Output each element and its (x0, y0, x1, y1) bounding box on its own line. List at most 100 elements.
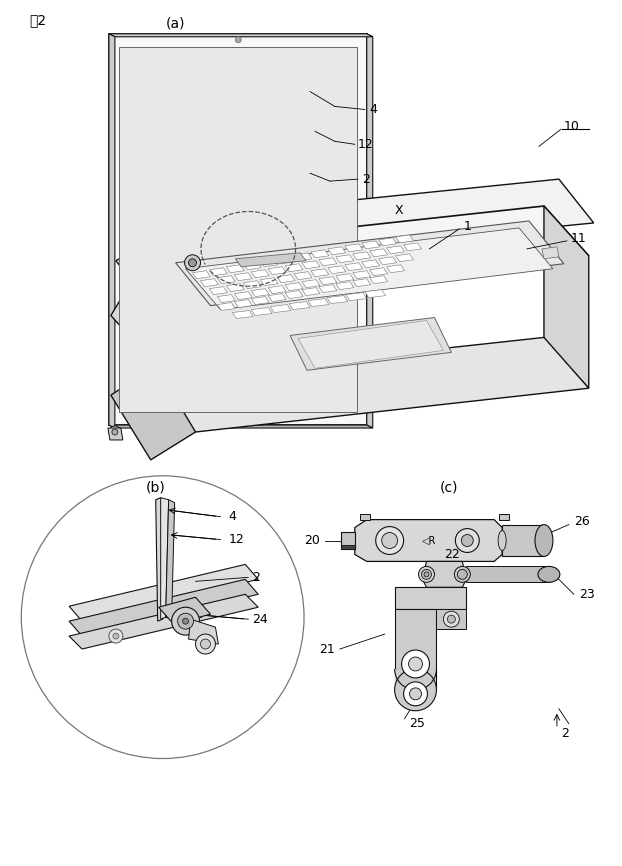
Polygon shape (210, 287, 228, 294)
Polygon shape (109, 34, 373, 36)
Ellipse shape (422, 569, 432, 579)
Circle shape (382, 533, 397, 548)
Polygon shape (251, 269, 269, 278)
Polygon shape (294, 253, 312, 261)
Polygon shape (226, 265, 244, 273)
Polygon shape (109, 425, 373, 428)
Polygon shape (499, 514, 509, 520)
Polygon shape (234, 292, 253, 300)
Polygon shape (394, 669, 437, 690)
Polygon shape (270, 305, 291, 313)
Polygon shape (502, 525, 544, 557)
Polygon shape (466, 566, 549, 582)
Circle shape (200, 639, 210, 649)
Polygon shape (355, 520, 502, 561)
Circle shape (455, 528, 479, 553)
Polygon shape (268, 267, 286, 275)
Circle shape (402, 650, 429, 678)
Polygon shape (379, 238, 397, 246)
Polygon shape (396, 254, 414, 262)
Text: 4: 4 (228, 510, 236, 523)
Polygon shape (404, 242, 422, 251)
Polygon shape (360, 514, 369, 520)
Polygon shape (69, 594, 258, 649)
Circle shape (462, 534, 473, 546)
Polygon shape (290, 318, 452, 371)
Polygon shape (175, 221, 564, 306)
Ellipse shape (419, 566, 434, 582)
Polygon shape (188, 619, 218, 644)
Text: 2: 2 (362, 172, 369, 185)
Circle shape (376, 527, 404, 554)
Circle shape (404, 682, 427, 706)
Polygon shape (294, 272, 312, 280)
Circle shape (188, 259, 197, 267)
Polygon shape (542, 247, 559, 259)
Polygon shape (422, 561, 466, 587)
Polygon shape (319, 285, 337, 293)
Polygon shape (302, 288, 320, 295)
Polygon shape (364, 289, 386, 298)
Text: 25: 25 (409, 717, 425, 730)
Polygon shape (260, 259, 278, 267)
Text: X: X (394, 204, 403, 217)
Polygon shape (336, 281, 354, 289)
Polygon shape (233, 311, 253, 319)
Polygon shape (369, 268, 388, 275)
Polygon shape (336, 255, 354, 262)
Text: 2: 2 (253, 571, 260, 584)
Polygon shape (151, 206, 589, 299)
Polygon shape (345, 244, 363, 252)
Polygon shape (69, 565, 258, 621)
Polygon shape (251, 297, 269, 305)
Circle shape (447, 615, 455, 624)
Polygon shape (544, 206, 589, 388)
Ellipse shape (424, 572, 429, 577)
Circle shape (409, 657, 422, 671)
Text: 23: 23 (579, 588, 595, 601)
Text: 2: 2 (561, 727, 569, 740)
Text: 4: 4 (369, 103, 378, 116)
Circle shape (21, 475, 304, 759)
Polygon shape (298, 320, 443, 368)
Polygon shape (302, 280, 320, 288)
Polygon shape (387, 246, 404, 254)
Polygon shape (353, 271, 371, 279)
Polygon shape (218, 275, 235, 284)
Polygon shape (319, 277, 337, 285)
Polygon shape (277, 255, 295, 264)
Circle shape (409, 688, 422, 700)
Polygon shape (367, 34, 373, 428)
Polygon shape (308, 299, 329, 307)
Polygon shape (218, 302, 235, 311)
Circle shape (195, 634, 215, 654)
Polygon shape (165, 500, 175, 619)
Polygon shape (369, 275, 388, 284)
Ellipse shape (538, 566, 560, 582)
Polygon shape (394, 587, 466, 609)
Polygon shape (277, 275, 295, 282)
Polygon shape (396, 235, 414, 242)
Polygon shape (111, 249, 195, 365)
Polygon shape (268, 286, 286, 294)
Circle shape (394, 669, 437, 711)
Polygon shape (108, 428, 123, 440)
Polygon shape (116, 216, 230, 304)
Polygon shape (362, 241, 379, 249)
Polygon shape (156, 498, 165, 621)
Polygon shape (387, 265, 404, 273)
Polygon shape (160, 498, 169, 619)
Text: 1: 1 (463, 221, 471, 234)
Polygon shape (285, 291, 303, 299)
Polygon shape (234, 300, 253, 307)
Text: 11: 11 (571, 232, 587, 245)
Polygon shape (285, 264, 303, 272)
Text: ◁R: ◁R (422, 535, 437, 546)
Text: (c): (c) (440, 481, 458, 494)
Polygon shape (319, 258, 337, 266)
Ellipse shape (457, 569, 467, 579)
Polygon shape (234, 273, 253, 281)
Text: 22: 22 (444, 548, 460, 561)
Polygon shape (369, 249, 388, 257)
Text: (a): (a) (166, 16, 185, 31)
